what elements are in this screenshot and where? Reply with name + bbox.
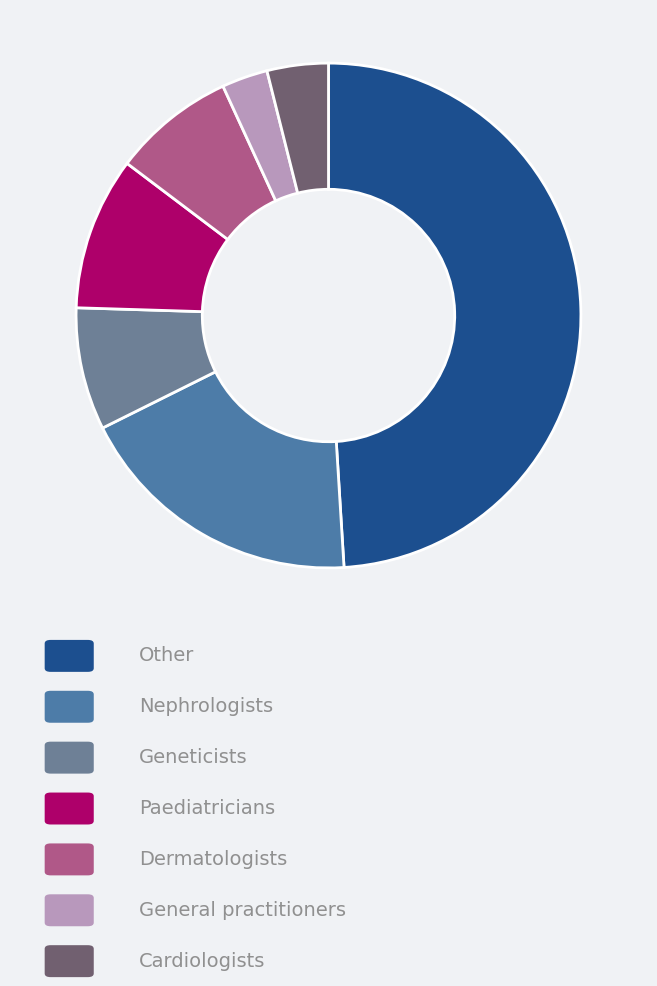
- FancyBboxPatch shape: [45, 843, 94, 876]
- Text: Paediatricians: Paediatricians: [139, 799, 275, 818]
- Text: General practitioners: General practitioners: [139, 901, 346, 920]
- FancyBboxPatch shape: [45, 894, 94, 926]
- FancyBboxPatch shape: [45, 691, 94, 723]
- Wedge shape: [76, 308, 215, 428]
- Text: Nephrologists: Nephrologists: [139, 697, 273, 716]
- Wedge shape: [102, 372, 344, 568]
- FancyBboxPatch shape: [45, 640, 94, 671]
- Wedge shape: [76, 164, 228, 312]
- Wedge shape: [267, 63, 328, 193]
- Wedge shape: [127, 86, 276, 240]
- Text: Dermatologists: Dermatologists: [139, 850, 288, 869]
- Wedge shape: [223, 71, 298, 201]
- Text: Geneticists: Geneticists: [139, 748, 248, 767]
- Text: Other: Other: [139, 647, 194, 666]
- Wedge shape: [328, 63, 581, 568]
- FancyBboxPatch shape: [45, 741, 94, 774]
- Text: Cardiologists: Cardiologists: [139, 951, 265, 970]
- FancyBboxPatch shape: [45, 793, 94, 824]
- FancyBboxPatch shape: [45, 946, 94, 977]
